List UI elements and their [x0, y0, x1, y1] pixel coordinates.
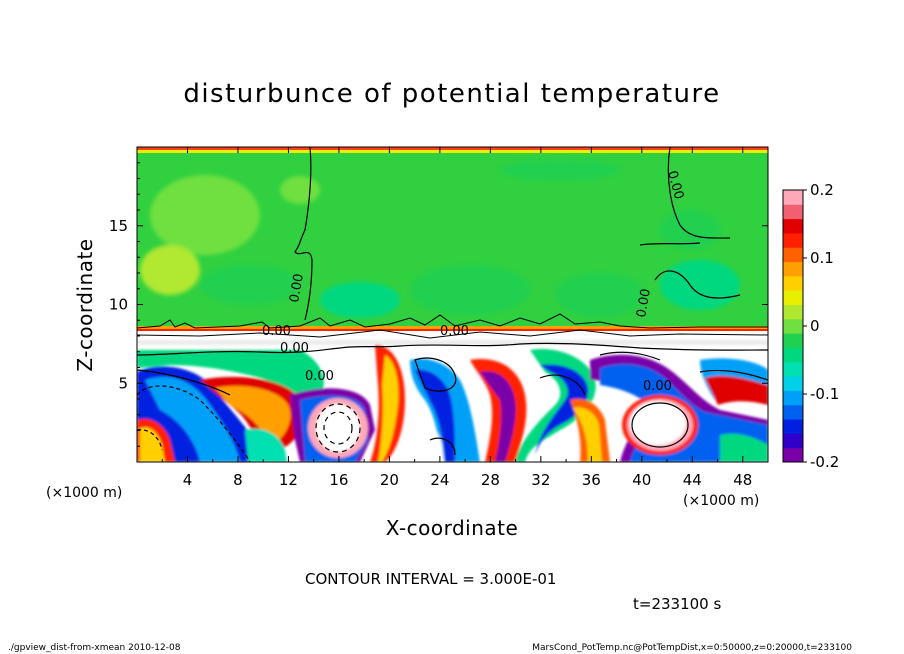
stripe-layer-orange: [137, 326, 768, 329]
colorbar-swatch: [783, 218, 803, 234]
y-tick-label: 15: [109, 217, 128, 235]
contour-label: 0.00: [440, 324, 469, 339]
x-tick-label: 48: [733, 471, 752, 489]
colorbar-swatch: [783, 333, 803, 348]
colorbar-swatch: [783, 318, 803, 334]
heatmap-field: [137, 147, 768, 462]
x-tick-label: 20: [380, 471, 399, 489]
colorbar-swatch: [783, 361, 803, 377]
x-tick-label: 12: [279, 471, 298, 489]
stripe-layer-red: [137, 329, 768, 331]
contour-lines: [137, 147, 768, 462]
x-tick-label: 44: [683, 471, 702, 489]
x-tick-label: 24: [430, 471, 449, 489]
colorbar-swatch: [783, 232, 803, 248]
colorbar-swatch: [783, 247, 803, 263]
colorbar-swatch: [783, 404, 803, 420]
chart-title: disturbunce of potential temperature: [183, 79, 720, 109]
x-unit-label: (×1000 m): [683, 493, 759, 509]
y-axis-label: Z-coordinate: [73, 238, 97, 371]
contour-label: 0.00: [664, 169, 686, 201]
contour-label: 0.00: [262, 324, 291, 339]
colorbar-swatch: [783, 290, 803, 306]
contour-label: 0.00: [280, 341, 309, 356]
y-tick-label: 5: [118, 374, 128, 392]
colorbar-swatch: [783, 390, 803, 406]
y-ticks: 5 10 15: [109, 162, 768, 447]
contour-label: 0.00: [305, 369, 334, 384]
colorbar-tick-label: 0.2: [810, 181, 834, 199]
colorbar-frame: [782, 189, 804, 463]
contour-label: 0.00: [287, 273, 307, 304]
colorbar-swatch: [783, 419, 803, 434]
colorbar-swatch: [783, 275, 803, 291]
colorbar-tick-label: 0: [810, 317, 820, 335]
colorbar-swatch: [783, 204, 803, 220]
y-tick-label: 10: [109, 296, 128, 314]
contour-interval-text: CONTOUR INTERVAL = 3.000E-01: [305, 570, 556, 588]
colorbar-swatch: [783, 261, 803, 277]
x-tick-label: 36: [582, 471, 601, 489]
x-tick-label: 16: [329, 471, 348, 489]
x-tick-label: 32: [531, 471, 550, 489]
footer-right: MarsCond_PotTemp.nc@PotTempDist,x=0:5000…: [532, 643, 852, 653]
colorbar-swatch: [783, 347, 803, 363]
layer-spikes: [137, 313, 768, 339]
colorbar-swatch: [783, 190, 803, 205]
colorbar-tick-label: 0.1: [810, 249, 834, 267]
x-ticks: 4 8 12 16 20 24 28 32 36 40 44 48: [161, 147, 752, 489]
contour-label: 0.00: [643, 379, 672, 394]
colorbar-tick-label: -0.1: [810, 385, 839, 403]
time-label: t=233100 s: [633, 595, 721, 613]
colorbar-swatch: [783, 304, 803, 320]
footer-left: ./gpview_dist-from-xmean 2010-12-08: [8, 643, 181, 653]
colorbar-swatch: [783, 433, 803, 449]
x-tick-label: 4: [183, 471, 193, 489]
colorbar-swatch: [783, 447, 803, 463]
colorbar: 0.2 0.1 0 -0.1 -0.2: [783, 181, 839, 471]
stripe-top-red: [137, 147, 768, 150]
contour-label: 0.00: [634, 288, 654, 319]
contour-label-group: 0.00 0.00 0.00 0.00 0.00 0.00 0.00 0.00: [262, 169, 686, 394]
x-tick-label: 40: [632, 471, 651, 489]
y-unit-label: (×1000 m): [46, 485, 122, 501]
colorbar-tick-label: -0.2: [810, 453, 839, 471]
x-axis-label: X-coordinate: [386, 516, 519, 540]
stripe-top-yellow: [137, 150, 768, 153]
x-tick-label: 8: [233, 471, 243, 489]
x-tick-label: 28: [481, 471, 500, 489]
colorbar-swatch: [783, 376, 803, 391]
